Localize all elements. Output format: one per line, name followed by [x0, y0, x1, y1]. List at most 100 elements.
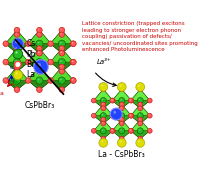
- Circle shape: [111, 99, 112, 100]
- Circle shape: [16, 88, 17, 90]
- Polygon shape: [131, 105, 150, 116]
- Polygon shape: [131, 89, 150, 108]
- Circle shape: [38, 52, 39, 53]
- Circle shape: [139, 129, 140, 131]
- Polygon shape: [28, 44, 51, 53]
- Circle shape: [60, 60, 62, 62]
- Circle shape: [130, 129, 131, 131]
- Circle shape: [138, 106, 143, 111]
- Circle shape: [14, 64, 20, 70]
- Circle shape: [36, 77, 43, 84]
- Circle shape: [15, 51, 18, 54]
- Polygon shape: [50, 67, 73, 81]
- Circle shape: [14, 50, 20, 56]
- Circle shape: [102, 122, 103, 123]
- Circle shape: [3, 78, 9, 83]
- Polygon shape: [112, 105, 131, 124]
- Text: c: c: [10, 65, 13, 70]
- Circle shape: [138, 87, 143, 92]
- Polygon shape: [94, 89, 113, 101]
- Circle shape: [72, 79, 73, 80]
- Circle shape: [99, 138, 108, 147]
- Circle shape: [101, 102, 106, 107]
- Circle shape: [4, 79, 6, 80]
- Circle shape: [15, 41, 18, 43]
- Circle shape: [72, 61, 73, 62]
- Circle shape: [139, 122, 140, 123]
- Circle shape: [137, 113, 143, 119]
- Circle shape: [102, 107, 103, 108]
- Circle shape: [110, 108, 122, 120]
- Circle shape: [110, 129, 115, 133]
- Circle shape: [119, 106, 124, 111]
- Circle shape: [110, 98, 115, 103]
- Circle shape: [16, 52, 17, 53]
- Circle shape: [37, 87, 42, 92]
- Circle shape: [112, 99, 113, 100]
- Circle shape: [100, 98, 106, 104]
- Circle shape: [120, 129, 122, 131]
- Circle shape: [129, 98, 134, 103]
- Circle shape: [112, 129, 113, 131]
- Polygon shape: [94, 120, 113, 139]
- Text: Br: Br: [27, 60, 35, 69]
- Polygon shape: [5, 67, 29, 90]
- Circle shape: [120, 84, 122, 87]
- Polygon shape: [28, 49, 51, 72]
- Circle shape: [91, 98, 96, 103]
- Circle shape: [37, 50, 42, 56]
- Circle shape: [60, 47, 62, 48]
- Circle shape: [38, 88, 39, 90]
- Circle shape: [38, 42, 39, 43]
- Circle shape: [102, 88, 103, 89]
- Polygon shape: [131, 89, 150, 101]
- Circle shape: [119, 117, 124, 122]
- Polygon shape: [131, 120, 150, 139]
- Circle shape: [14, 69, 20, 74]
- Circle shape: [37, 46, 42, 51]
- Polygon shape: [50, 49, 73, 72]
- Circle shape: [48, 59, 53, 65]
- Circle shape: [117, 83, 126, 91]
- Text: La: La: [27, 70, 36, 79]
- Polygon shape: [50, 81, 73, 90]
- Polygon shape: [28, 30, 51, 44]
- Circle shape: [139, 88, 140, 89]
- Circle shape: [113, 111, 116, 114]
- Circle shape: [49, 79, 51, 80]
- Circle shape: [102, 137, 103, 139]
- Circle shape: [13, 77, 21, 84]
- Polygon shape: [5, 44, 29, 53]
- Circle shape: [14, 27, 20, 33]
- Circle shape: [101, 87, 106, 92]
- Polygon shape: [50, 62, 73, 72]
- Circle shape: [71, 59, 76, 65]
- Circle shape: [119, 128, 125, 134]
- Circle shape: [138, 102, 143, 107]
- Polygon shape: [50, 30, 73, 53]
- Circle shape: [48, 41, 53, 46]
- Polygon shape: [112, 120, 131, 131]
- Circle shape: [13, 40, 21, 47]
- Circle shape: [59, 64, 65, 70]
- Circle shape: [4, 42, 6, 44]
- Polygon shape: [5, 30, 29, 44]
- Polygon shape: [131, 101, 150, 108]
- Circle shape: [110, 98, 115, 103]
- Circle shape: [27, 42, 28, 44]
- Polygon shape: [112, 116, 131, 124]
- Text: a: a: [0, 91, 3, 96]
- Circle shape: [120, 140, 122, 143]
- Circle shape: [14, 46, 20, 51]
- Circle shape: [37, 50, 42, 56]
- Circle shape: [60, 70, 62, 71]
- Circle shape: [93, 99, 94, 100]
- Circle shape: [37, 27, 42, 33]
- Circle shape: [37, 64, 42, 70]
- Circle shape: [70, 78, 76, 83]
- Polygon shape: [112, 105, 131, 116]
- Circle shape: [121, 103, 122, 104]
- Polygon shape: [28, 81, 51, 90]
- Circle shape: [147, 113, 152, 118]
- Circle shape: [38, 47, 39, 48]
